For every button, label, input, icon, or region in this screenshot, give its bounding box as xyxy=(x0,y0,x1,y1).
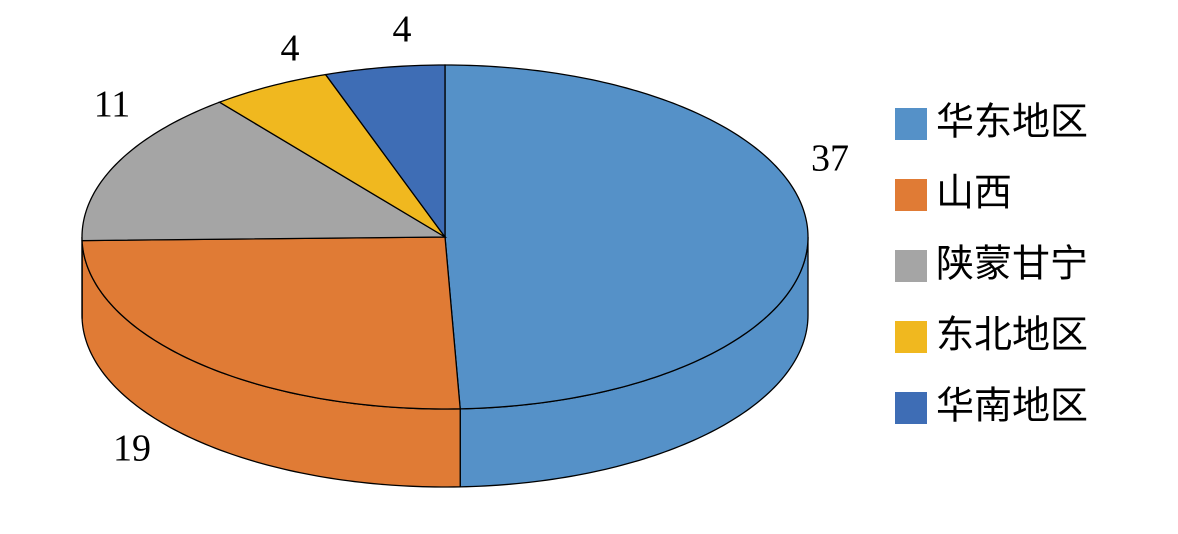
legend-label: 山西 xyxy=(936,171,1012,215)
legend-swatch xyxy=(895,392,927,424)
legend-label: 东北地区 xyxy=(936,313,1088,357)
data-label: 19 xyxy=(113,428,151,470)
legend-label: 华南地区 xyxy=(936,384,1088,428)
slice xyxy=(324,64,446,239)
data-label: 4 xyxy=(281,28,300,70)
legend-swatch xyxy=(895,321,927,353)
slice xyxy=(81,236,461,410)
data-label: 11 xyxy=(94,84,131,126)
legend-swatch xyxy=(895,250,927,282)
slice xyxy=(218,73,446,238)
slice xyxy=(81,101,448,242)
data-label: 37 xyxy=(811,138,849,180)
legend-label: 华东地区 xyxy=(936,100,1088,144)
slice xyxy=(444,64,809,410)
data-label: 4 xyxy=(393,9,412,51)
legend-swatch xyxy=(895,108,927,140)
legend-swatch xyxy=(895,179,927,211)
legend-label: 陕蒙甘宁 xyxy=(936,242,1088,286)
